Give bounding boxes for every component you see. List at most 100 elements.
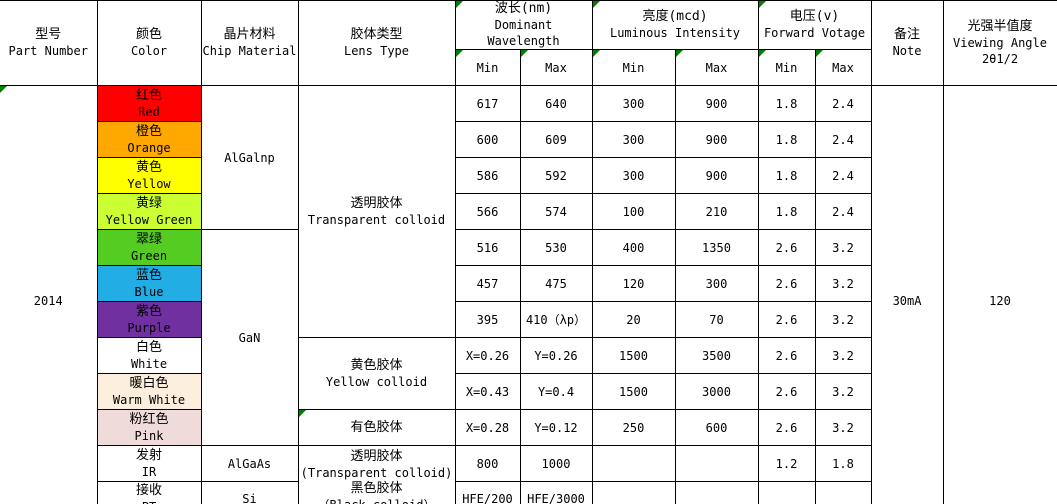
- cell-wl-max[interactable]: Y=0.12: [519, 409, 593, 446]
- header-wavelength[interactable]: 波长(nm) Dominant Wavelength: [454, 0, 593, 50]
- cell-fv-min[interactable]: 1.2: [757, 445, 816, 482]
- cell-wl-max[interactable]: 609: [519, 121, 593, 158]
- header-wl-min[interactable]: Min: [454, 49, 521, 86]
- cell-fv-min[interactable]: 2.6: [757, 301, 816, 338]
- cell-chip-gan[interactable]: GaN: [200, 229, 299, 446]
- cell-fv-min[interactable]: 2.6: [757, 409, 816, 446]
- cell-wl-max[interactable]: 530: [519, 229, 593, 266]
- header-li-min[interactable]: Min: [591, 49, 676, 86]
- cell-color-red[interactable]: 红色 Red: [96, 85, 202, 122]
- header-wl-max[interactable]: Max: [519, 49, 593, 86]
- cell-fv-max[interactable]: 3.2: [814, 409, 872, 446]
- cell-color-orange[interactable]: 橙色 Orange: [96, 121, 202, 158]
- cell-color-purple[interactable]: 紫色 Purple: [96, 301, 202, 338]
- cell-li-min[interactable]: 250: [591, 409, 676, 446]
- cell-fv-max[interactable]: 2.4: [814, 157, 872, 194]
- cell-li-max[interactable]: 1350: [674, 229, 759, 266]
- cell-li-max[interactable]: [674, 481, 759, 504]
- cell-wl-min[interactable]: X=0.28: [454, 409, 521, 446]
- cell-fv-min[interactable]: 1.8: [757, 193, 816, 230]
- cell-li-min[interactable]: 300: [591, 85, 676, 122]
- cell-fv-max[interactable]: 2.4: [814, 121, 872, 158]
- cell-viewing-angle[interactable]: 120: [942, 85, 1057, 504]
- cell-li-max[interactable]: 3500: [674, 337, 759, 374]
- cell-chip-algaas[interactable]: AlGaAs: [200, 445, 299, 482]
- cell-chip-algalnp[interactable]: AlGalnp: [200, 85, 299, 230]
- cell-note[interactable]: 30mA: [870, 85, 944, 504]
- cell-fv-max[interactable]: 3.2: [814, 229, 872, 266]
- header-fv-max[interactable]: Max: [814, 49, 872, 86]
- cell-wl-min[interactable]: HFE/200: [454, 481, 521, 504]
- cell-color-pt[interactable]: 接收 PT: [96, 481, 202, 504]
- cell-wl-min[interactable]: 516: [454, 229, 521, 266]
- cell-wl-max[interactable]: Y=0.26: [519, 337, 593, 374]
- cell-fv-max[interactable]: 3.2: [814, 301, 872, 338]
- cell-wl-max[interactable]: Y=0.4: [519, 373, 593, 410]
- cell-li-min[interactable]: 100: [591, 193, 676, 230]
- cell-li-min[interactable]: 1500: [591, 373, 676, 410]
- cell-color-green[interactable]: 翠绿 Green: [96, 229, 202, 266]
- cell-wl-max[interactable]: 410（λp）: [519, 301, 593, 338]
- cell-li-max[interactable]: 900: [674, 157, 759, 194]
- cell-wl-min[interactable]: 566: [454, 193, 521, 230]
- cell-fv-max[interactable]: 3.2: [814, 337, 872, 374]
- header-viewing-angle[interactable]: 光强半值度 Viewing Angle 2θ1/2: [942, 0, 1057, 86]
- cell-wl-min[interactable]: X=0.26: [454, 337, 521, 374]
- cell-wl-min[interactable]: 395: [454, 301, 521, 338]
- cell-wl-min[interactable]: X=0.43: [454, 373, 521, 410]
- header-forward-voltage[interactable]: 电压(v) Forward Votage: [757, 0, 872, 50]
- cell-fv-min[interactable]: [757, 481, 816, 504]
- cell-li-min[interactable]: [591, 445, 676, 482]
- cell-li-max[interactable]: [674, 445, 759, 482]
- header-lens-type[interactable]: 胶体类型 Lens Type: [297, 0, 456, 86]
- cell-color-yellow[interactable]: 黄色 Yellow: [96, 157, 202, 194]
- cell-li-min[interactable]: 120: [591, 265, 676, 302]
- cell-color-pink[interactable]: 粉红色 Pink: [96, 409, 202, 446]
- cell-fv-max[interactable]: 3.2: [814, 265, 872, 302]
- cell-fv-max[interactable]: 1.8: [814, 445, 872, 482]
- cell-lens-ir-pt[interactable]: 透明胶体 (Transparent colloid) 黑色胶体 （Black c…: [297, 445, 456, 504]
- cell-fv-min[interactable]: 2.6: [757, 337, 816, 374]
- cell-fv-max[interactable]: 3.2: [814, 373, 872, 410]
- cell-li-min[interactable]: 300: [591, 121, 676, 158]
- cell-fv-min[interactable]: 1.8: [757, 157, 816, 194]
- cell-li-max[interactable]: 70: [674, 301, 759, 338]
- cell-fv-max[interactable]: [814, 481, 872, 504]
- cell-li-min[interactable]: [591, 481, 676, 504]
- cell-wl-min[interactable]: 457: [454, 265, 521, 302]
- cell-color-ir[interactable]: 发射 IR: [96, 445, 202, 482]
- cell-wl-max[interactable]: 475: [519, 265, 593, 302]
- header-chip-material[interactable]: 晶片材料 Chip Material: [200, 0, 299, 86]
- cell-color-warm-white[interactable]: 暖白色 Warm White: [96, 373, 202, 410]
- header-fv-min[interactable]: Min: [757, 49, 816, 86]
- cell-fv-min[interactable]: 2.6: [757, 373, 816, 410]
- cell-color-blue[interactable]: 蓝色 Blue: [96, 265, 202, 302]
- header-part-number[interactable]: 型号 Part Number: [0, 0, 98, 86]
- cell-chip-si[interactable]: Si: [200, 481, 299, 504]
- cell-fv-min[interactable]: 2.6: [757, 229, 816, 266]
- header-note[interactable]: 备注 Note: [870, 0, 944, 86]
- header-li-max[interactable]: Max: [674, 49, 759, 86]
- cell-fv-max[interactable]: 2.4: [814, 85, 872, 122]
- cell-fv-min[interactable]: 1.8: [757, 121, 816, 158]
- cell-color-white[interactable]: 白色 White: [96, 337, 202, 374]
- cell-fv-max[interactable]: 2.4: [814, 193, 872, 230]
- cell-part-number[interactable]: 2014: [0, 85, 98, 504]
- cell-li-min[interactable]: 20: [591, 301, 676, 338]
- cell-li-max[interactable]: 900: [674, 121, 759, 158]
- cell-li-max[interactable]: 300: [674, 265, 759, 302]
- cell-wl-min[interactable]: 800: [454, 445, 521, 482]
- cell-li-max[interactable]: 900: [674, 85, 759, 122]
- cell-lens-colored-colloid[interactable]: 有色胶体: [297, 409, 456, 446]
- cell-wl-min[interactable]: 617: [454, 85, 521, 122]
- header-color[interactable]: 颜色 Color: [96, 0, 202, 86]
- cell-fv-min[interactable]: 2.6: [757, 265, 816, 302]
- cell-fv-min[interactable]: 1.8: [757, 85, 816, 122]
- cell-lens-transparent[interactable]: 透明胶体 Transparent colloid: [297, 85, 456, 338]
- cell-wl-min[interactable]: 586: [454, 157, 521, 194]
- cell-li-min[interactable]: 400: [591, 229, 676, 266]
- cell-wl-max[interactable]: 574: [519, 193, 593, 230]
- cell-wl-max[interactable]: HFE/3000: [519, 481, 593, 504]
- cell-li-max[interactable]: 600: [674, 409, 759, 446]
- cell-wl-max[interactable]: 592: [519, 157, 593, 194]
